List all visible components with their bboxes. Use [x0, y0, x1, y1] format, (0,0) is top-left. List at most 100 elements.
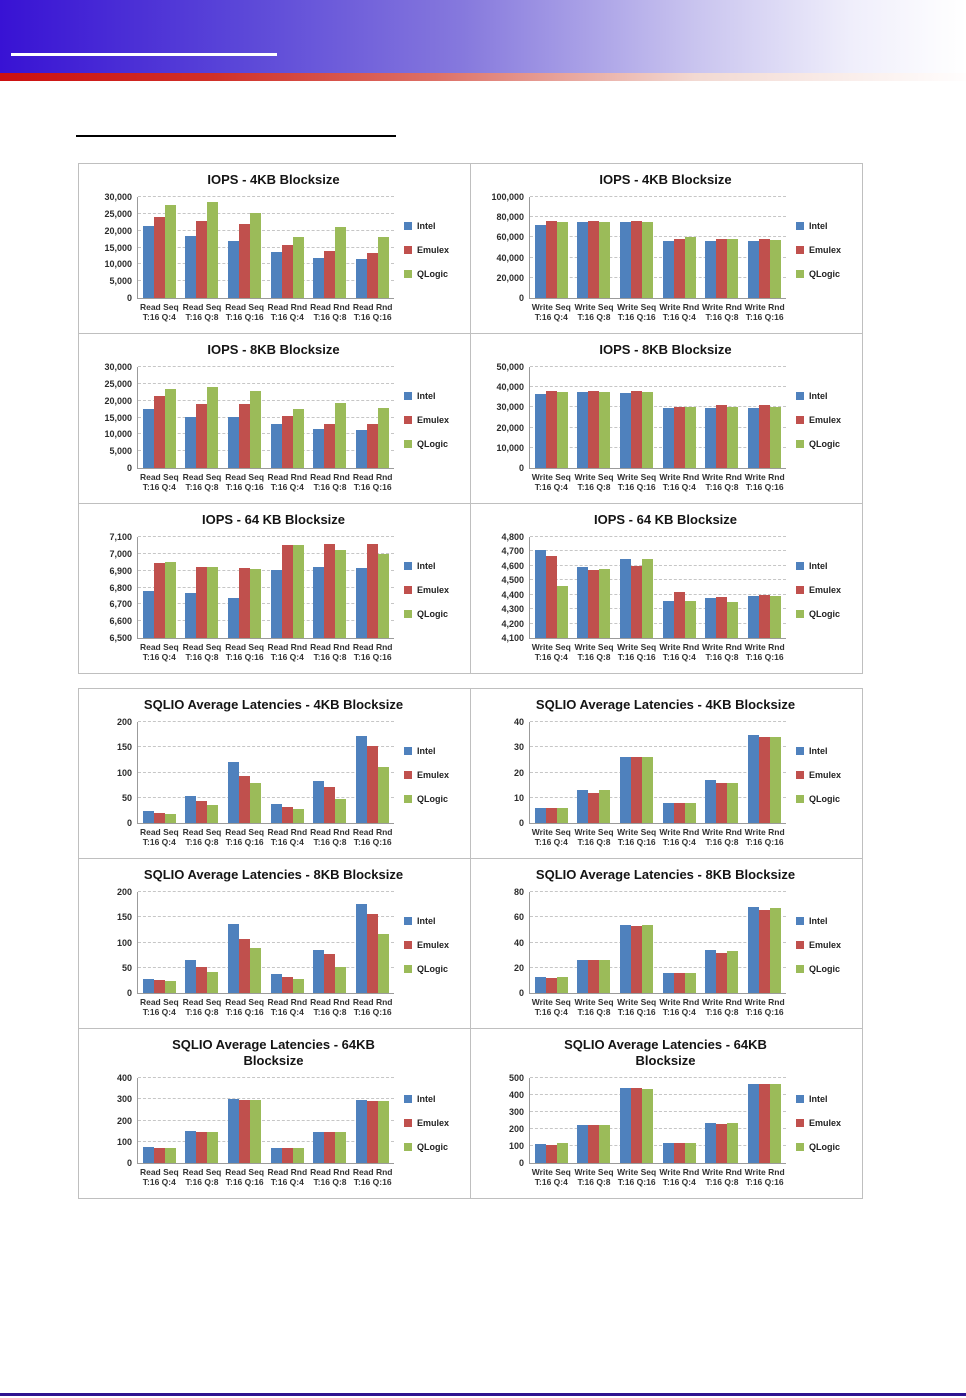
y-axis-tick-label: 0 — [518, 818, 524, 828]
legend-item-emulex: Emulex — [796, 940, 854, 950]
y-axis-tick-label: 25,000 — [104, 208, 132, 219]
x-label-line1: Write Seq — [617, 1167, 657, 1177]
x-axis-category-label: Read Seq T:16 Q:16 — [213, 997, 277, 1017]
bar-emulex — [196, 1131, 208, 1163]
legend-swatch-icon — [796, 917, 804, 925]
y-axis-tick-label: 4,200 — [501, 618, 524, 629]
legend-item-qlogic: QLogic — [796, 609, 854, 619]
x-axis-category-label: Write Seq T:16 Q:4 — [519, 997, 583, 1017]
x-label-line2: T:16 Q:16 — [225, 312, 264, 322]
y-axis-tick-label: 20,000 — [104, 395, 132, 406]
bar-intel — [270, 974, 282, 993]
legend-swatch-icon — [404, 222, 412, 230]
x-axis-category-label: Read Rnd T:16 Q:16 — [341, 472, 405, 492]
bar-emulex — [367, 253, 379, 298]
bar-group — [185, 1078, 219, 1163]
x-axis-category-label: Read Rnd T:16 Q:8 — [298, 997, 362, 1017]
bar-intel — [313, 429, 325, 468]
bar-group — [142, 537, 176, 638]
bar-group — [228, 197, 262, 298]
bar-intel — [534, 807, 546, 823]
x-label-line1: Write Seq — [574, 302, 614, 312]
y-axis-tick-label: 0 — [126, 463, 132, 473]
x-axis-category-label: Read Rnd T:16 Q:4 — [255, 472, 319, 492]
bar-qlogic — [556, 1143, 568, 1163]
bar-group — [534, 367, 568, 468]
legend-item-intel: Intel — [796, 746, 854, 756]
bar-group — [270, 537, 304, 638]
legend-label: QLogic — [417, 964, 448, 974]
chart-legend: Intel Emulex QLogic — [400, 361, 462, 501]
legend-swatch-icon — [404, 1119, 412, 1127]
chart-title: SQLIO Average Latencies - 8KB Blocksize — [477, 867, 854, 883]
bar-qlogic — [164, 981, 176, 993]
bar-emulex — [153, 812, 165, 823]
legend-swatch-icon — [404, 440, 412, 448]
bar-intel — [270, 569, 282, 638]
x-label-line2: T:16 Q:8 — [577, 837, 611, 847]
y-axis-tick-label: 5,000 — [109, 446, 132, 457]
bar-intel — [356, 430, 368, 468]
x-label-line1: Read Rnd — [267, 827, 308, 837]
bar-group — [620, 1078, 654, 1163]
bar-intel — [577, 960, 589, 993]
bar-group — [228, 1078, 262, 1163]
bar-series-container — [138, 537, 394, 638]
plot-frame: 0 5,000 10,000 15,000 20,000 25,000 30,000 Read… — [104, 192, 394, 322]
x-label-line2: T:16 Q:16 — [745, 1007, 784, 1017]
x-label-line2: T:16 Q:4 — [270, 652, 304, 662]
bar-group — [228, 537, 262, 638]
bar-intel — [534, 550, 546, 638]
bar-intel — [270, 804, 282, 823]
x-label-line1: Read Rnd — [267, 642, 308, 652]
y-axis-tick-label: 40 — [513, 717, 524, 727]
bar-emulex — [631, 391, 643, 468]
bar-group — [228, 892, 262, 993]
legend-swatch-icon — [796, 1143, 804, 1151]
x-label-line2: T:16 Q:4 — [270, 837, 304, 847]
bar-group — [313, 722, 347, 823]
gridline — [530, 564, 786, 566]
chart-legend: Intel Emulex QLogic — [400, 531, 462, 671]
bar-qlogic — [599, 392, 611, 468]
gridline — [138, 416, 394, 418]
x-label-line2: T:16 Q:8 — [577, 312, 611, 322]
legend-label: Emulex — [809, 1118, 842, 1128]
bar-group — [705, 722, 739, 823]
x-axis-category-label: Read Rnd T:16 Q:8 — [298, 472, 362, 492]
gridline — [530, 1077, 786, 1078]
bar-emulex — [196, 220, 208, 298]
bar-group — [142, 367, 176, 468]
bar-qlogic — [556, 976, 568, 993]
x-label-line1: Read Rnd — [310, 1167, 350, 1177]
bar-qlogic — [727, 951, 739, 993]
x-label-line1: Read Seq — [182, 827, 222, 837]
gridline — [530, 622, 786, 624]
x-label-line2: T:16 Q:8 — [705, 482, 739, 492]
gridline — [138, 721, 394, 722]
x-label-line1: Read Seq — [139, 997, 179, 1007]
x-axis-category-label: Read Seq T:16 Q:4 — [127, 1167, 191, 1187]
x-axis-category-label: Read Rnd T:16 Q:8 — [298, 827, 362, 847]
legend-item-qlogic: QLogic — [796, 964, 854, 974]
plot-area: 0 50 100 150 200 Read Seq T:16 Q:4 Read Seq T:16… — [117, 887, 394, 1017]
bar-intel — [228, 240, 240, 298]
x-label-line2: T:16 Q:8 — [577, 652, 611, 662]
y-axis-tick-label: 0 — [518, 1158, 524, 1168]
x-label-line2: T:16 Q:4 — [662, 312, 696, 322]
plot-area: 0 20,000 40,000 60,000 80,000 100,000 Write Se… — [491, 192, 786, 322]
bar-emulex — [631, 926, 643, 993]
y-axis-tick-label: 10,000 — [104, 429, 132, 440]
bar-emulex — [673, 1143, 685, 1163]
bar-qlogic — [727, 782, 739, 823]
gridline — [138, 263, 394, 265]
gridline — [138, 382, 394, 384]
bar-series-container — [530, 537, 786, 638]
x-label-line1: Write Seq — [617, 642, 657, 652]
bar-qlogic — [684, 972, 696, 993]
x-label-line2: T:16 Q:8 — [577, 1177, 611, 1187]
bar-intel — [356, 259, 368, 298]
gridline — [530, 796, 786, 798]
bar-series-container — [530, 197, 786, 298]
bar-intel — [705, 598, 717, 638]
